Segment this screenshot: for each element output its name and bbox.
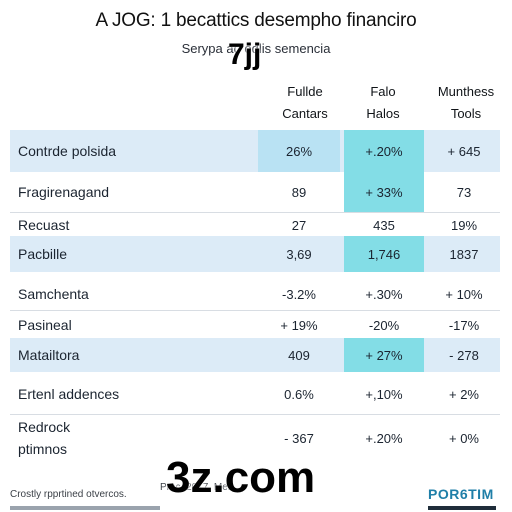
table-cell: 89 (291, 184, 307, 200)
row-label: Redrock ptimnos (18, 419, 71, 457)
row-label: Fragirenagand (18, 184, 110, 200)
table-cell: 73 (456, 184, 472, 200)
column-header-1: Fullde Cantars (268, 81, 342, 125)
table-cell: + 2% (449, 386, 479, 402)
table-cell: 1837 (449, 246, 479, 262)
column-header-1-line1: Fullde (287, 84, 323, 99)
table-cell: +.20% (344, 130, 424, 172)
table-row: Ertenl addences 0.6% +,10% + 2% (10, 376, 500, 412)
row-label: Matailtora (18, 347, 80, 363)
table-cell: + 0% (449, 430, 479, 446)
row-label: Pasineal (18, 317, 72, 333)
footer-divider (10, 506, 160, 510)
table-cell: + 645 (447, 143, 481, 159)
table-cell: 26% (258, 130, 340, 172)
table-row: Redrock ptimnos - 367 +.20% + 0% (10, 414, 500, 461)
table-row: Recuast 27 435 19% (10, 212, 500, 237)
table-cell: 19% (450, 217, 478, 233)
table-cell: + 19% (280, 317, 318, 333)
table-cell: -20% (368, 317, 400, 333)
column-header-3: Munthess Tools (424, 81, 508, 125)
logo-underline (428, 506, 496, 510)
column-header-3-line2: Tools (450, 106, 482, 121)
column-header-3-line1: Munthess (437, 84, 495, 99)
table-cell: 409 (288, 347, 310, 363)
table-cell: +.20% (365, 430, 403, 446)
column-header-2-line1: Falo (370, 84, 396, 99)
table-row: Samchenta -3.2% +.30% + 10% (10, 278, 500, 310)
table-cell: 1,746 (344, 236, 424, 272)
table-cell: + 33% (344, 172, 424, 212)
table-cell: + 10% (445, 286, 483, 302)
row-label: Ertenl addences (18, 386, 120, 402)
footer-source: Proc. 2017. Mer (160, 482, 232, 493)
table-row: Matailtora 409 + 27% - 278 (10, 338, 500, 372)
table-row: Fragirenagand 89 + 33% 73 (10, 172, 500, 212)
table-row: Pacbille 3,69 1,746 1837 (10, 236, 500, 272)
row-label: Samchenta (18, 286, 89, 302)
table-cell: -17% (448, 317, 480, 333)
table-row: Contrde polsida 26% +.20% + 645 (10, 130, 500, 172)
footer-note: Crostly rpprtined otvercos. (10, 489, 127, 500)
column-header-2: Falo Halos (346, 81, 420, 125)
column-header-2-line2: Halos (366, 106, 400, 121)
page-subtitle: Serypa ad odlis semencia (181, 41, 331, 56)
table-cell: 435 (373, 217, 395, 233)
row-label: Recuast (18, 217, 70, 233)
table-cell: +,10% (365, 386, 403, 402)
table-cell: 27 (291, 217, 307, 233)
table-cell: - 278 (449, 347, 479, 363)
column-header-1-line2: Cantars (282, 106, 328, 121)
table-cell: 0.6% (284, 386, 314, 402)
watermark-top: 7jj (228, 38, 262, 71)
row-label: Contrde polsida (18, 143, 117, 159)
table-cell: 3,69 (286, 246, 312, 262)
page-title: A JOG: 1 becattics desempho financiro (95, 10, 417, 31)
table-cell: + 27% (344, 338, 424, 372)
table-row: Pasineal + 19% -20% -17% (10, 310, 500, 339)
brand-logo: POR6TIM (428, 486, 494, 502)
table-cell: - 367 (284, 430, 314, 446)
table-cell: +.30% (365, 286, 403, 302)
table-cell: -3.2% (282, 286, 316, 302)
row-label: Pacbille (18, 246, 68, 262)
watermark-bottom: 3z.com (166, 453, 316, 502)
